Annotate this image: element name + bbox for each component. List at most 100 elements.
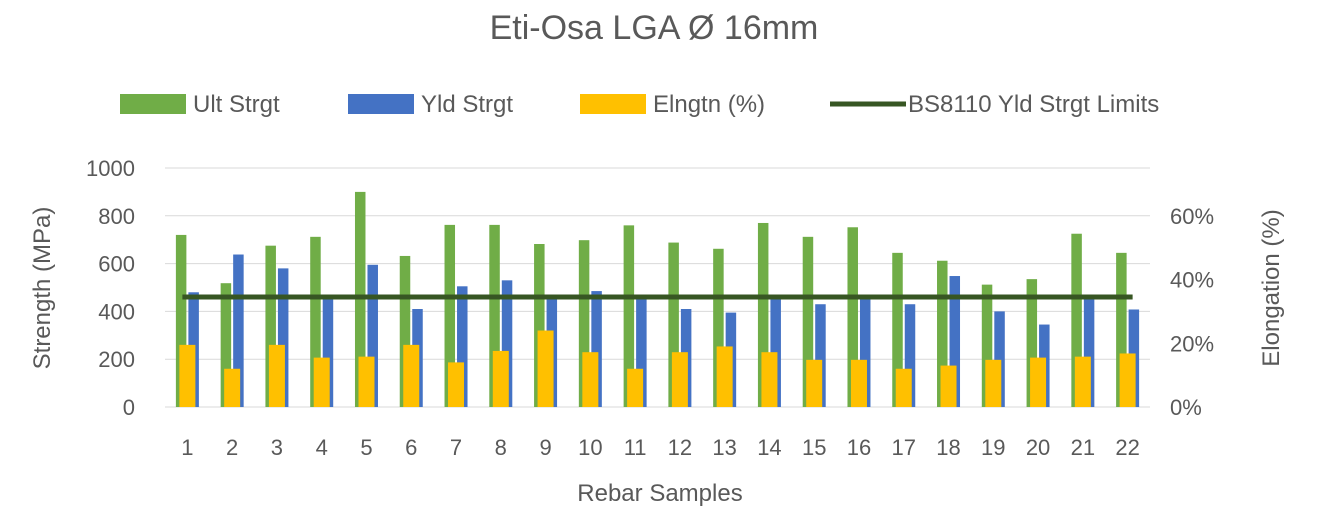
bar-yld-strgt <box>501 280 513 407</box>
x-tick-label: 15 <box>802 435 826 460</box>
y2-tick-label: 40% <box>1170 268 1214 293</box>
legend-label: Elngtn (%) <box>653 91 765 118</box>
x-tick-label: 17 <box>892 435 916 460</box>
bar-yld-strgt <box>591 291 602 407</box>
legend-label: Ult Strgt <box>193 91 280 118</box>
bar-ult-strgt <box>847 227 858 407</box>
x-tick-label: 6 <box>405 435 417 460</box>
bar-elongation <box>448 362 465 407</box>
bar-elongation <box>940 365 957 407</box>
bar-elongation <box>1074 356 1091 407</box>
x-axis-title: Rebar Samples <box>577 480 742 507</box>
bar-yld-strgt <box>233 254 244 407</box>
bar-ult-strgt <box>937 260 948 407</box>
legend-swatch <box>580 94 646 114</box>
bar-yld-strgt <box>904 304 916 407</box>
x-tick-label: 19 <box>981 435 1005 460</box>
bar-elongation <box>985 359 1002 407</box>
bar-elongation <box>1030 357 1047 407</box>
bar-elongation <box>224 368 241 407</box>
x-tick-label: 8 <box>495 435 507 460</box>
bar-ult-strgt <box>175 234 187 407</box>
x-tick-label: 10 <box>578 435 602 460</box>
x-tick-label: 20 <box>1026 435 1050 460</box>
y-tick-label: 200 <box>98 347 135 372</box>
x-tick-label: 22 <box>1115 435 1139 460</box>
bar-yld-strgt <box>770 297 781 407</box>
legend-label: Yld Strgt <box>421 91 513 118</box>
bar-yld-strgt <box>949 276 961 407</box>
legend-swatch <box>348 94 414 114</box>
x-tick-label: 9 <box>539 435 551 460</box>
bar-ult-strgt <box>310 236 321 407</box>
x-tick-label: 16 <box>847 435 871 460</box>
x-tick-label: 21 <box>1071 435 1095 460</box>
y2-axis-ticks: 0% 20% 40% 60% <box>1170 204 1214 420</box>
bar-yld-strgt <box>636 297 647 407</box>
legend-swatch <box>120 94 186 114</box>
x-tick-label: 13 <box>712 435 736 460</box>
bar-ult-strgt <box>399 255 411 407</box>
bar-elongation <box>1119 353 1136 407</box>
bar-ult-strgt <box>757 222 769 407</box>
y-axis-ticks: 0 200 400 600 800 1000 <box>86 156 135 420</box>
x-axis-ticks: 1 2 3 4 5 6 7 8 9 10 11 12 13 14 15 16 17 18 19 20 21 22 <box>181 435 1140 460</box>
y-tick-label: 600 <box>98 252 135 277</box>
bar-elongation <box>492 350 509 407</box>
bar-elongation <box>895 368 912 407</box>
legend: Ult Strgt Yld Strgt Elngtn (%) BS8110 Yld S… <box>120 91 1159 118</box>
bar-yld-strgt <box>367 264 378 407</box>
bar-ult-strgt <box>444 224 456 407</box>
y-axis-title: Strength (MPa) <box>29 207 56 370</box>
bar-elongation <box>627 368 644 407</box>
bar-yld-strgt <box>859 297 871 407</box>
bar-ult-strgt <box>578 240 590 407</box>
y-tick-label: 400 <box>98 299 135 324</box>
x-tick-label: 7 <box>450 435 462 460</box>
chart-title: Eti-Osa LGA Ø 16mm <box>490 9 819 47</box>
bar-elongation <box>671 352 688 407</box>
bar-elongation <box>179 344 196 407</box>
bar-elongation <box>716 346 733 407</box>
y-tick-label: 0 <box>123 395 135 420</box>
legend-label: BS8110 Yld Strgt Limits <box>908 91 1159 118</box>
bar-yld-strgt <box>277 268 289 407</box>
bar-yld-strgt <box>457 286 468 407</box>
bar-elongation <box>761 352 778 407</box>
bar-ult-strgt <box>220 283 232 407</box>
bar-yld-strgt <box>815 304 826 407</box>
bar-ult-strgt <box>265 245 276 407</box>
bar-yld-strgt <box>322 297 334 407</box>
bar-yld-strgt <box>994 311 1005 407</box>
x-tick-label: 14 <box>757 435 781 460</box>
x-tick-label: 5 <box>360 435 372 460</box>
bar-ult-strgt <box>668 242 679 407</box>
y-tick-label: 800 <box>98 204 135 229</box>
bar-ult-strgt <box>1071 233 1082 407</box>
bar-elongation <box>850 359 867 407</box>
bar-elongation <box>403 344 420 407</box>
bar-elongation <box>268 344 285 407</box>
bar-ult-strgt <box>802 236 814 407</box>
bar-ult-strgt <box>1116 252 1127 407</box>
bar-ult-strgt <box>623 225 635 407</box>
y-tick-label: 1000 <box>86 156 135 181</box>
y2-tick-label: 20% <box>1170 331 1214 356</box>
x-tick-label: 11 <box>624 435 647 460</box>
x-tick-label: 1 <box>181 435 193 460</box>
x-tick-label: 12 <box>668 435 692 460</box>
bar-ult-strgt <box>892 252 903 407</box>
y2-axis-title: Elongation (%) <box>1258 209 1285 366</box>
bar-elongation <box>806 359 823 407</box>
bar-ult-strgt <box>1026 279 1038 407</box>
bar-elongation <box>358 356 375 407</box>
y2-tick-label: 0% <box>1170 395 1202 420</box>
bar-ult-strgt <box>489 224 500 407</box>
bar-ult-strgt <box>713 248 724 407</box>
bar-yld-strgt <box>1083 297 1095 407</box>
bar-elongation <box>313 357 330 407</box>
x-tick-label: 18 <box>936 435 960 460</box>
x-tick-label: 2 <box>226 435 238 460</box>
bar-elongation <box>582 352 599 407</box>
